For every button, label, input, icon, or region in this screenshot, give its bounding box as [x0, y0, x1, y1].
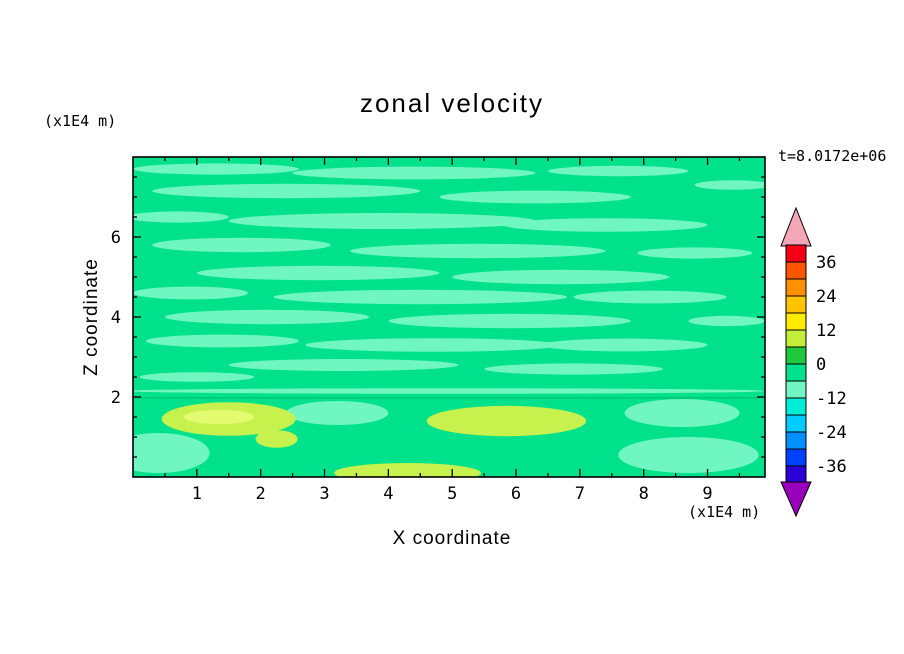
tick-label: 4: [383, 484, 393, 504]
tick-label: 1: [192, 484, 202, 504]
colorbar-cell: [785, 363, 807, 382]
tick-label: 8: [639, 484, 649, 504]
colorbar-cell: [785, 329, 807, 348]
tick-label: 6: [111, 228, 121, 248]
colorbar-cell: [785, 278, 807, 297]
colorbar-cell: [785, 380, 807, 399]
tick-label: 9: [702, 484, 712, 504]
x-axis-units: (x1E4 m): [688, 503, 761, 521]
tick-label: -24: [816, 423, 847, 443]
colorbar-cell: [785, 431, 807, 450]
tick-label: 36: [816, 253, 836, 273]
tick-label: 4: [111, 308, 121, 328]
tick-label: 7: [575, 484, 585, 504]
contour-field: [133, 157, 765, 477]
tick-label: 2: [256, 484, 266, 504]
colorbar-cell: [785, 397, 807, 416]
tick-label: -36: [816, 457, 847, 477]
tick-label: 24: [816, 287, 836, 307]
tick-label: 3: [319, 484, 329, 504]
colorbar-cell: [785, 414, 807, 433]
colorbar-arrow-top: [780, 206, 812, 247]
colorbar-arrow-bottom: [780, 481, 812, 518]
axis-ticks: [133, 157, 765, 477]
tick-label: 0: [816, 355, 826, 375]
axis-tick-labels: 1 2 3 4 5 6 7 8 9 2 4 6: [111, 228, 713, 504]
tick-label: 6: [511, 484, 521, 504]
y-axis-units: (x1E4 m): [44, 112, 117, 130]
colorbar: 36 24 12 0 -12 -24 -36: [780, 206, 847, 518]
colorbar-cell: [785, 244, 807, 263]
tick-label: -12: [816, 389, 847, 409]
colorbar-cell: [785, 312, 807, 331]
colorbar-cell: [785, 448, 807, 467]
colorbar-cell: [785, 346, 807, 365]
plot-title: zonal velocity: [359, 88, 545, 118]
colorbar-cell: [785, 295, 807, 314]
colorbar-cell: [785, 261, 807, 280]
tick-label: 5: [447, 484, 457, 504]
timestamp-label: t=8.0172e+06: [778, 147, 887, 165]
x-axis-label: X coordinate: [392, 528, 512, 549]
tick-label: 2: [111, 388, 121, 408]
tick-label: 12: [816, 321, 836, 341]
colorbar-cell: [785, 465, 807, 484]
